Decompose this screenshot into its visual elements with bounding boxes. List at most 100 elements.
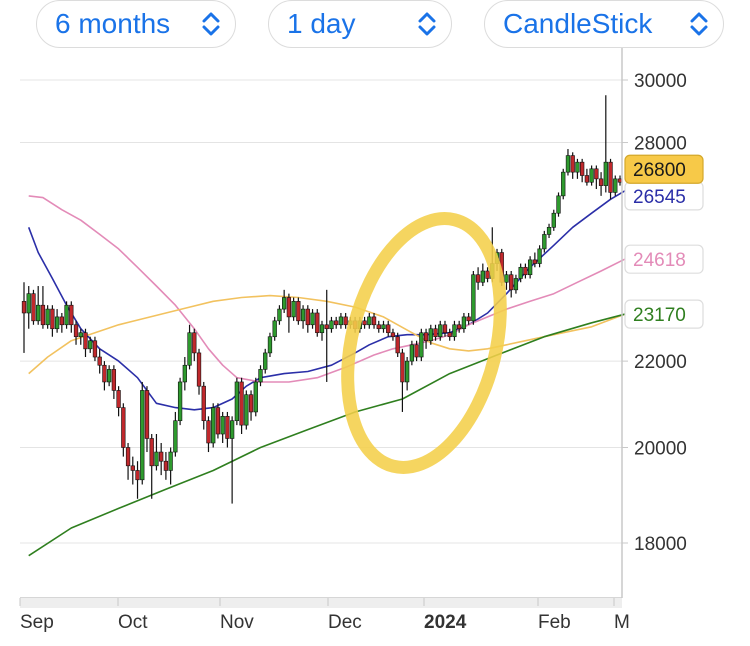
candle-body [267, 336, 273, 354]
candle-body [565, 155, 571, 173]
range-selector[interactable]: 6 months [36, 0, 236, 48]
price-tag-label: 26545 [633, 187, 686, 208]
candle-body [315, 312, 320, 334]
candle-body [376, 324, 381, 330]
candle-body [300, 308, 306, 322]
candle-body [324, 324, 329, 330]
candle-body [206, 420, 211, 444]
candle-body [305, 308, 310, 326]
candle-body [570, 155, 575, 173]
candle-body [31, 293, 36, 322]
candle-body [537, 248, 542, 264]
price-tag-label: 23170 [633, 305, 686, 326]
y-tick-label: 22000 [634, 352, 687, 373]
grid-lines [20, 79, 622, 544]
x-tick-label: Sep [20, 612, 54, 633]
candle-body [442, 324, 448, 334]
candle-body [428, 328, 433, 342]
candle-body [159, 451, 164, 462]
candle-body [277, 308, 282, 322]
price-tag-ma_pink [624, 244, 704, 274]
candle-body [466, 316, 471, 322]
candle-body [334, 320, 339, 326]
interval-selector[interactable]: 1 day [268, 0, 452, 48]
candle-body [111, 369, 117, 391]
y-tick-label: 28000 [634, 134, 687, 155]
candle-body [580, 161, 585, 176]
candle-body [395, 336, 400, 354]
candle-body [551, 212, 556, 228]
price-tag-label: 24618 [633, 250, 686, 271]
candle-body [192, 332, 197, 354]
candle-body [125, 447, 131, 467]
x-tick-label: M [614, 612, 630, 633]
candle-body [40, 304, 46, 326]
candle-body [367, 316, 372, 326]
chart-type-selector[interactable]: CandleStick [484, 0, 724, 48]
candle-body [438, 324, 443, 338]
scroll-track [20, 598, 622, 608]
candle-body [513, 278, 519, 291]
candle-body [168, 451, 173, 471]
candle-body [414, 344, 419, 358]
candle-body [215, 407, 221, 435]
candle-body [78, 332, 83, 338]
candle-body [21, 301, 27, 314]
candle-body [173, 420, 178, 453]
x-tick-label: Dec [328, 612, 362, 633]
candle-body [97, 356, 102, 366]
y-tick-label: 30000 [634, 71, 687, 92]
candle-body [234, 381, 240, 422]
candle-body [258, 369, 263, 383]
candle-body [584, 175, 590, 183]
moving-average-line [28, 195, 626, 383]
candle-body [54, 316, 60, 330]
candle-body [310, 312, 315, 326]
candle-body [419, 332, 424, 358]
candle-body [608, 161, 613, 193]
candle-body [381, 324, 386, 330]
candle-body [106, 369, 112, 383]
candle-body [485, 270, 490, 279]
candle-body [177, 381, 183, 422]
x-tick-label: Oct [118, 612, 148, 633]
candle-body [319, 324, 325, 334]
candle-body [338, 316, 344, 326]
y-tick-label: 20000 [634, 439, 687, 460]
x-tick-label: Nov [220, 612, 254, 633]
candle-body [135, 470, 140, 481]
candle-body [386, 324, 391, 334]
candle-body [50, 308, 55, 330]
candle-body [244, 394, 249, 426]
candle-body [480, 270, 485, 283]
candle-body [69, 304, 74, 326]
candle-body [452, 324, 457, 338]
candle-body [523, 266, 528, 276]
highlight-circle [341, 212, 507, 474]
candle-body [36, 304, 41, 322]
moving-average-line [28, 313, 625, 557]
interval-selector-label: 1 day [287, 8, 356, 39]
chevron-updown-icon [202, 12, 220, 36]
price-tags: 26545 24618 23170 26800 [624, 154, 704, 329]
axes: 30000 28000 22000 20000 18000 Sep Oct Nov Dec 202… [19, 48, 687, 633]
candle-body [404, 360, 410, 383]
candle-body [282, 297, 287, 310]
candle-body [149, 438, 154, 467]
candle-body [140, 390, 145, 481]
candle-body [45, 308, 50, 326]
candle-body [423, 332, 429, 342]
chevron-updown-icon [418, 12, 436, 36]
candle-body [471, 274, 476, 322]
candle-body [263, 352, 268, 370]
candle-body [390, 332, 396, 338]
candle-body [447, 332, 452, 338]
candle-body [509, 274, 514, 291]
chevron-updown-icon [690, 12, 708, 36]
highlight-ellipse [341, 212, 507, 474]
candle-body [556, 195, 561, 214]
candle-body [400, 352, 405, 383]
candle-body [532, 259, 538, 264]
candle-body [594, 168, 599, 180]
